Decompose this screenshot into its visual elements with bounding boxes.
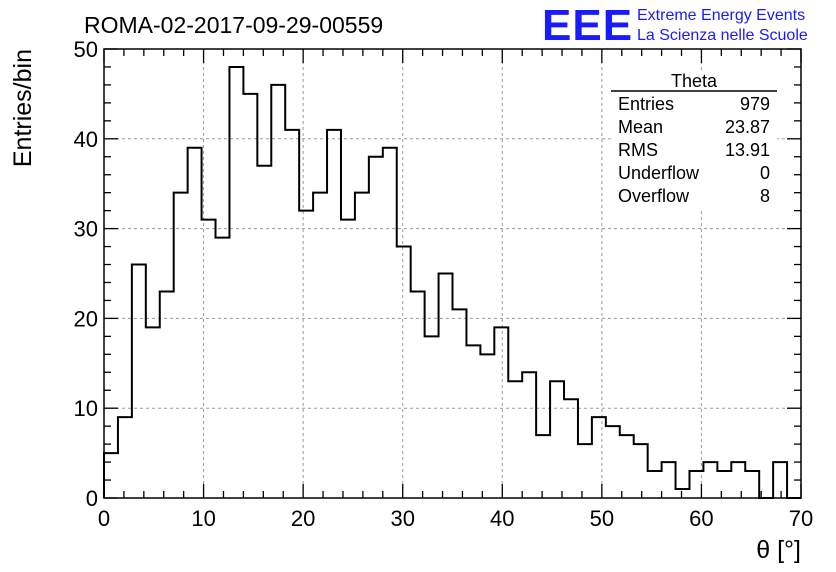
histogram-bin — [773, 462, 787, 498]
stats-row-value: 0 — [760, 163, 770, 183]
x-tick-label: 50 — [590, 506, 614, 531]
eee-logo: EEE Extreme Energy Events La Scienza nel… — [542, 1, 808, 50]
histogram-bin — [453, 309, 467, 498]
histogram-bin — [216, 238, 230, 498]
chart-title: ROMA-02-2017-09-29-00559 — [84, 12, 383, 38]
x-tick-label: 70 — [789, 506, 813, 531]
x-tick-label: 30 — [390, 506, 414, 531]
histogram-bin — [578, 444, 592, 498]
x-tick-labels: 0 10 20 30 40 50 60 70 — [98, 506, 813, 531]
logo-line-2: La Scienza nelle Scuole — [637, 27, 808, 44]
y-tick-label: 30 — [74, 217, 98, 242]
y-tick-label: 50 — [74, 37, 98, 62]
stats-row-label: Entries — [618, 94, 674, 114]
axis-ticks — [103, 48, 802, 499]
stats-row-value: 8 — [760, 186, 770, 206]
histogram-bin — [257, 166, 271, 498]
histogram-bin — [271, 85, 285, 498]
stats-rows: Entries 979 Mean 23.87 RMS 13.91 Underflow 0 Ove… — [618, 94, 770, 206]
stats-box-title: Theta — [671, 71, 718, 91]
histogram-bin — [606, 426, 620, 498]
histogram-bin — [188, 148, 202, 498]
histogram-bin — [299, 211, 313, 498]
histogram-bin — [285, 130, 299, 498]
stats-row-label: Underflow — [618, 163, 700, 183]
y-tick-label: 40 — [74, 127, 98, 152]
y-axis-label: Entries/bin — [9, 49, 37, 167]
histogram-bin — [174, 193, 188, 498]
y-tick-labels: 0 10 20 30 40 50 — [74, 37, 98, 511]
x-tick-label: 10 — [191, 506, 215, 531]
y-tick-label: 20 — [74, 306, 98, 331]
histogram-bin — [494, 327, 508, 498]
histogram-bin — [717, 471, 731, 498]
histogram-bin — [480, 354, 494, 498]
histogram-bin — [634, 444, 648, 498]
x-tick-label: 60 — [689, 506, 713, 531]
stats-box: Theta Entries 979 Mean 23.87 RMS 13.91 Underfl… — [611, 71, 777, 208]
histogram-bin — [648, 471, 662, 498]
histogram-bin — [550, 381, 564, 498]
histogram-bin — [229, 67, 243, 498]
histogram-bin — [703, 462, 717, 498]
histogram-outline — [103, 65, 801, 499]
histogram-bin — [592, 417, 606, 498]
histogram-bin — [620, 435, 634, 498]
logo-mark: EEE — [542, 1, 633, 50]
histogram-bin — [146, 327, 160, 498]
y-tick-label: 0 — [86, 486, 98, 511]
plot-frame — [103, 48, 802, 499]
histogram-bin — [508, 381, 522, 498]
histogram-bin — [731, 462, 745, 498]
stats-row-label: Overflow — [618, 186, 690, 206]
histogram-bin — [341, 220, 355, 498]
histogram-bin — [132, 265, 146, 498]
stats-row-value: 13.91 — [725, 140, 770, 160]
x-tick-label: 20 — [291, 506, 315, 531]
histogram-bin — [411, 291, 425, 498]
histogram-bin — [104, 453, 118, 498]
y-tick-label: 10 — [74, 396, 98, 421]
histogram-bin — [662, 462, 676, 498]
histogram-bin — [327, 130, 341, 498]
histogram-bin — [564, 399, 578, 498]
stats-row-label: Mean — [618, 117, 663, 137]
stats-row-value: 979 — [740, 94, 770, 114]
histogram-bin — [536, 435, 550, 498]
histogram-bin — [439, 274, 453, 499]
histogram-bin — [745, 471, 759, 498]
histogram-bin — [355, 193, 369, 498]
x-axis-label: θ [°] — [756, 536, 801, 564]
logo-line-1: Extreme Energy Events — [637, 7, 805, 24]
stats-row-value: 23.87 — [725, 117, 770, 137]
histogram-bin — [369, 157, 383, 498]
histogram-bin — [313, 193, 327, 498]
histogram-bin — [118, 417, 132, 498]
histogram-bin — [676, 489, 690, 498]
x-tick-label: 40 — [490, 506, 514, 531]
histogram-bin — [160, 291, 174, 498]
stats-box-background — [611, 73, 777, 208]
histogram-bin — [383, 148, 397, 498]
stats-row-label: RMS — [618, 140, 658, 160]
histogram-bin — [397, 247, 411, 498]
histogram-bin — [522, 372, 536, 498]
histogram-bin — [243, 94, 257, 498]
histogram-bin — [425, 336, 439, 498]
x-tick-label: 0 — [98, 506, 110, 531]
histogram-bin — [466, 345, 480, 498]
